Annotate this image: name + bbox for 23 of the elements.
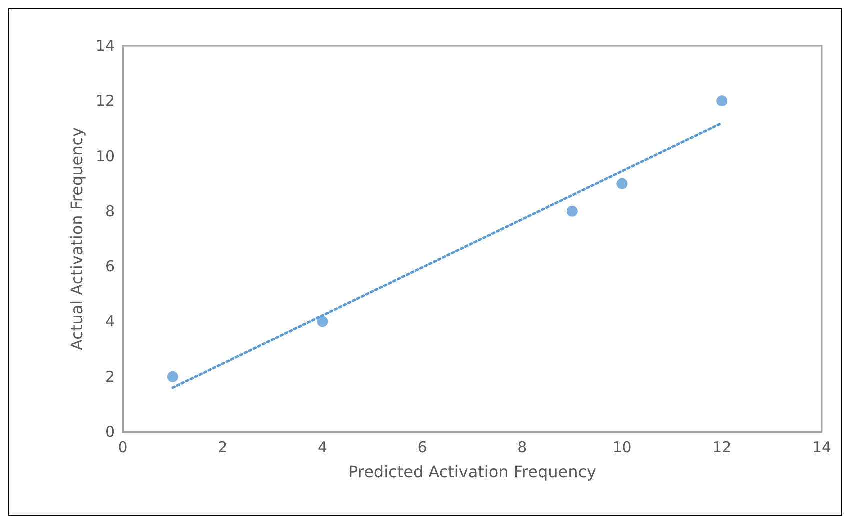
x-tick-label: 12 — [712, 438, 732, 456]
y-tick-label: 2 — [105, 368, 115, 386]
x-tick-label: 4 — [318, 438, 328, 456]
x-tick-label: 0 — [118, 438, 128, 456]
point — [716, 96, 728, 107]
y-axis-title: Actual Activation Frequency — [68, 127, 87, 351]
y-tick-label: 0 — [105, 423, 115, 441]
x-tick-label: 2 — [218, 438, 228, 456]
x-tick-label: 10 — [612, 438, 632, 456]
y-tick-label: 12 — [96, 92, 115, 110]
x-tick-label: 6 — [418, 438, 428, 456]
x-tick-label: 14 — [812, 438, 832, 456]
point — [317, 316, 328, 328]
y-tick-label: 6 — [105, 258, 115, 276]
y-tick-label: 4 — [105, 312, 115, 331]
y-tick-label: 8 — [105, 202, 115, 220]
x-tick-label: 8 — [518, 438, 528, 456]
y-tick-label: 14 — [96, 37, 115, 55]
x-axis-title: Predicted Activation Frequency — [348, 462, 597, 482]
y-tick-label: 10 — [96, 147, 115, 166]
point — [167, 371, 178, 382]
point — [566, 206, 578, 217]
point — [616, 178, 628, 190]
